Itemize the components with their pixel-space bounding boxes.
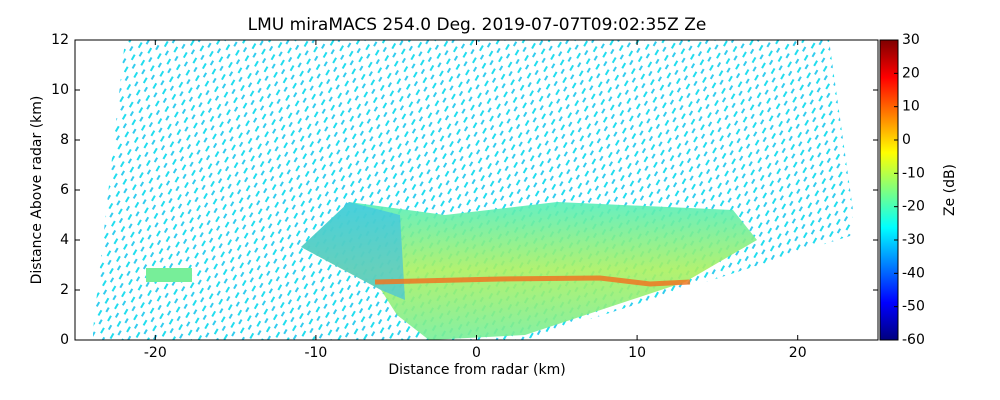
y-tick-label: 8 [60,132,69,148]
chart-title: LMU miraMACS 254.0 Deg. 2019-07-07T09:02… [248,15,707,35]
y-tick-label: 12 [51,32,69,48]
y-axis-label: Distance Above radar (km) [29,96,45,285]
x-axis-label: Distance from radar (km) [388,362,565,378]
colorbar-tick-label: -10 [902,165,925,181]
y-tick-label: 10 [51,82,69,98]
colorbar-tick-label: 10 [902,99,920,115]
colorbar-tick-label: 30 [902,32,920,48]
x-tick-label: 0 [472,345,481,361]
colorbar [879,39,899,341]
colorbar-tick-label: 20 [902,65,920,81]
x-tick-label: -10 [304,345,327,361]
echo-field [93,40,853,340]
y-tick-label: 0 [60,332,69,348]
colorbar-tick-label: 0 [902,132,911,148]
colorbar-label: Ze (dB) [942,164,958,216]
colorbar-tick-label: -30 [902,232,925,248]
y-tick-label: 4 [60,232,69,248]
y-tick-label: 6 [60,182,69,198]
y-tick-label: 2 [60,282,69,298]
x-tick-label: 10 [628,345,646,361]
colorbar-tick-label: -50 [902,299,925,315]
colorbar-tick-label: -60 [902,332,925,348]
colorbar-tick-label: -40 [902,265,925,281]
colorbar-tick-label: -20 [902,199,925,215]
x-tick-label: 20 [789,345,807,361]
x-tick-label: -20 [144,345,167,361]
